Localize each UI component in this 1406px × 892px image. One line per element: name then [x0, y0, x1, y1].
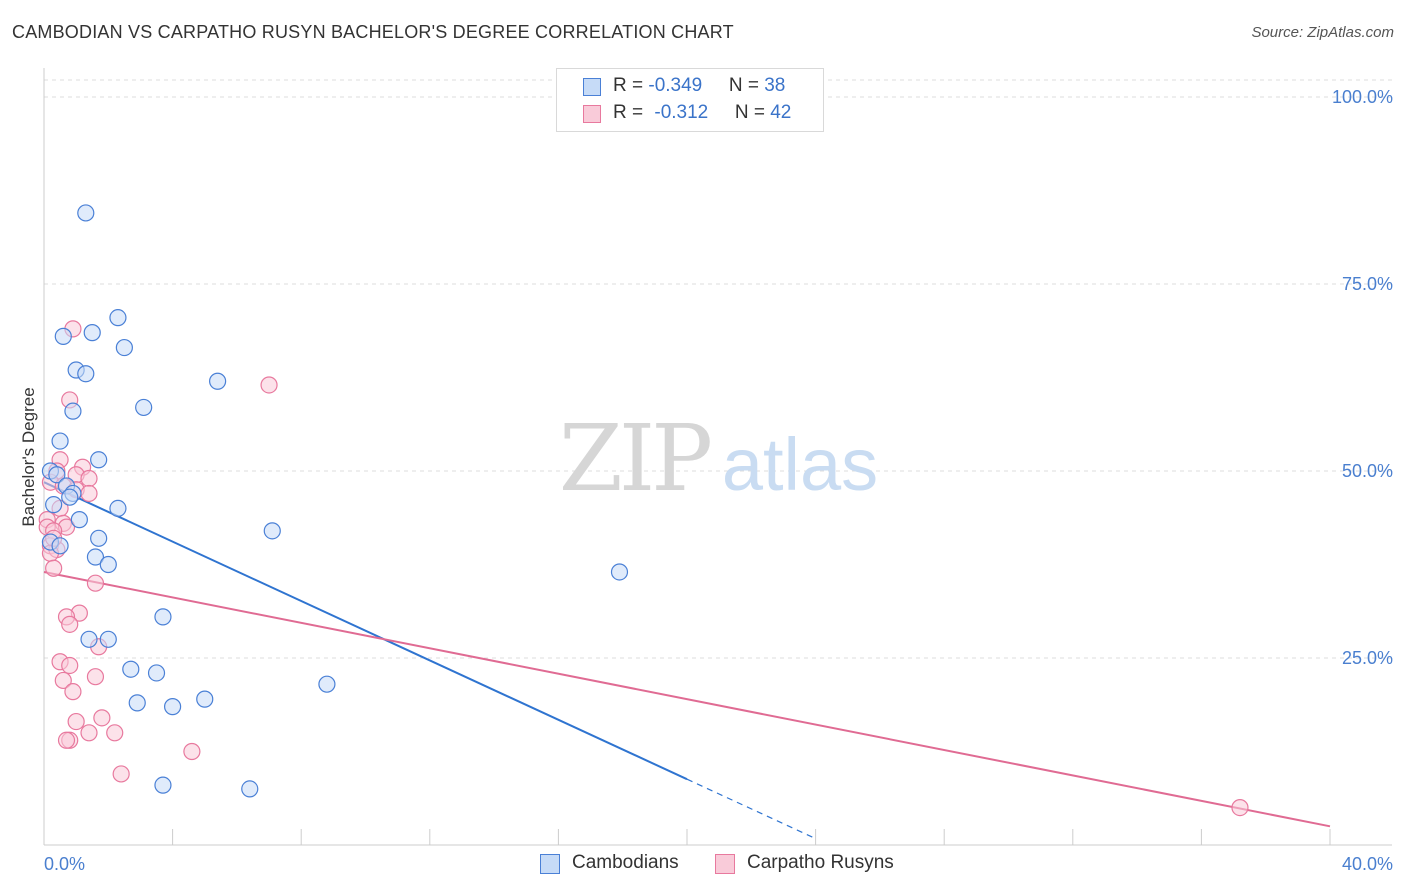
point-cambodians	[122, 660, 140, 678]
point-carpatho-rusyns	[45, 559, 63, 577]
chart-title: CAMBODIAN VS CARPATHO RUSYN BACHELOR'S D…	[12, 22, 734, 42]
source-label: Source: ZipAtlas.com	[1251, 24, 1394, 41]
trend-line-carpatho-rusyns	[43, 570, 1331, 828]
point-cambodians	[209, 372, 227, 390]
point-cambodians	[109, 309, 127, 327]
point-cambodians	[45, 496, 63, 514]
point-carpatho-rusyns	[260, 376, 278, 394]
y-tick-label: 75.0%	[1342, 274, 1393, 294]
point-cambodians	[196, 690, 214, 708]
point-cambodians	[241, 780, 259, 798]
watermark-zip: ZIP	[559, 405, 710, 512]
point-cambodians	[48, 466, 66, 484]
point-cambodians	[90, 451, 108, 469]
watermark: ZIP atlas	[559, 405, 878, 512]
legend-label-carpatho-rusyns: Carpatho Rusyns	[747, 852, 894, 873]
point-cambodians	[154, 776, 172, 794]
point-cambodians	[147, 664, 166, 682]
point-cambodians	[164, 698, 182, 716]
trend-line-cambodians	[43, 481, 688, 781]
legend-label-cambodians: Cambodians	[572, 852, 679, 873]
point-carpatho-rusyns	[106, 724, 124, 742]
point-carpatho-rusyns	[67, 712, 85, 731]
point-carpatho-rusyns	[86, 668, 105, 686]
point-cambodians	[80, 630, 98, 648]
legend-r-label: R =	[613, 75, 649, 96]
y-tick-label: 100.0%	[1332, 87, 1393, 107]
point-carpatho-rusyns	[80, 724, 98, 742]
legend-swatch-blue	[540, 854, 560, 874]
point-carpatho-rusyns	[93, 709, 111, 727]
watermark-atlas: atlas	[722, 423, 878, 506]
point-cambodians	[109, 499, 127, 517]
legend-swatch-blue	[583, 78, 601, 96]
y-tick-label: 50.0%	[1342, 461, 1393, 481]
point-carpatho-rusyns	[183, 742, 201, 761]
legend-swatch-pink	[583, 105, 601, 123]
point-cambodians	[61, 488, 79, 506]
point-carpatho-rusyns	[1231, 798, 1249, 817]
x-tick-label-max: 40.0%	[1342, 854, 1393, 874]
point-cambodians	[51, 432, 69, 450]
point-cambodians	[90, 529, 108, 547]
point-cambodians	[77, 365, 95, 383]
y-axis-label: Bachelor's Degree	[19, 387, 38, 526]
correlation-legend: R = -0.349 N = 38 R = -0.312 N = 42	[556, 68, 824, 132]
point-cambodians	[128, 694, 146, 712]
y-tick-label: 25.0%	[1342, 648, 1393, 668]
point-carpatho-rusyns	[64, 683, 82, 701]
point-cambodians	[135, 398, 153, 417]
point-carpatho-rusyns	[61, 656, 79, 675]
trend-line-cambodians-extension	[686, 778, 816, 840]
legend-n-value: 42	[770, 102, 792, 123]
point-cambodians	[83, 324, 101, 342]
point-carpatho-rusyns	[80, 469, 98, 488]
point-cambodians	[70, 511, 88, 529]
trend-lines	[43, 481, 1331, 840]
data-points	[38, 204, 1249, 817]
legend-r-value: -0.349	[648, 75, 703, 96]
tick-labels: 100.0% 75.0% 50.0% 25.0% 0.0% 40.0%	[44, 87, 1393, 874]
point-cambodians	[54, 327, 72, 345]
point-carpatho-rusyns	[57, 731, 76, 749]
point-carpatho-rusyns	[112, 765, 130, 783]
point-cambodians	[154, 608, 172, 626]
legend-r-label: R =	[613, 102, 649, 123]
point-carpatho-rusyns	[86, 574, 105, 592]
point-cambodians	[610, 563, 629, 581]
point-carpatho-rusyns	[61, 615, 79, 633]
legend-n-label: N =	[728, 75, 765, 96]
legend-n-value: 38	[764, 75, 786, 96]
point-carpatho-rusyns	[54, 671, 72, 690]
legend-r-value: -0.312	[654, 102, 709, 123]
axes	[43, 68, 1392, 846]
point-cambodians	[77, 204, 95, 222]
point-cambodians	[115, 338, 133, 357]
point-cambodians	[64, 402, 82, 420]
point-cambodians	[99, 630, 117, 648]
legend-n-label: N =	[734, 102, 771, 123]
point-cambodians	[51, 537, 69, 555]
point-cambodians	[99, 555, 117, 574]
legend-swatch-pink	[715, 854, 735, 874]
point-cambodians	[86, 548, 105, 566]
point-cambodians	[318, 675, 336, 693]
point-cambodians	[263, 522, 281, 540]
x-tick-label-min: 0.0%	[44, 854, 85, 874]
point-carpatho-rusyns	[80, 484, 98, 503]
gridlines	[44, 79, 1392, 659]
